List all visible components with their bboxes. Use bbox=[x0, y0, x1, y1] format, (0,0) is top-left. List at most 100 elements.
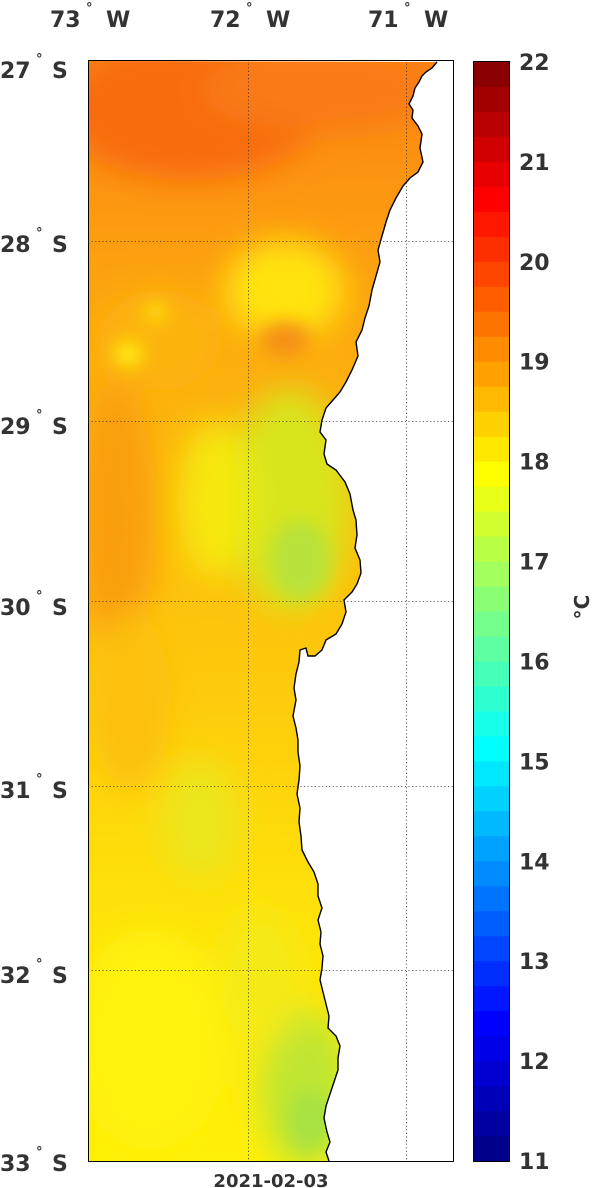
lon-label-72w: 72 ° W bbox=[210, 1, 290, 33]
colorbar-band bbox=[474, 511, 509, 538]
svg-text:°: ° bbox=[86, 1, 93, 16]
svg-text:31: 31 bbox=[0, 779, 31, 804]
latitude-labels: 27 ° S 28 ° S 29 ° S 30 ° S 31 ° S 32 ° S 33 ° S bbox=[0, 52, 68, 1177]
colorbar-band bbox=[474, 611, 509, 638]
colorbar-band bbox=[474, 536, 509, 563]
colorbar-band bbox=[474, 636, 509, 663]
coastline bbox=[292, 61, 438, 1162]
colorbar-tick-label: 11 bbox=[519, 1150, 550, 1175]
colorbar-band bbox=[474, 861, 509, 887]
svg-text:W: W bbox=[106, 8, 130, 33]
colorbar-band bbox=[474, 1086, 509, 1112]
colorbar-bands bbox=[474, 62, 509, 1162]
colorbar-tick-label: 22 bbox=[519, 51, 550, 76]
svg-text:°C: °C bbox=[570, 595, 593, 620]
svg-text:71: 71 bbox=[368, 8, 399, 33]
colorbar-band bbox=[474, 1136, 509, 1162]
date-label: 2021-02-03 bbox=[213, 1171, 328, 1188]
lat-label-29s: 29 ° S bbox=[0, 408, 68, 440]
colorbar-tick-label: 12 bbox=[519, 1050, 550, 1075]
colorbar-band bbox=[474, 361, 509, 388]
colorbar-band bbox=[474, 811, 509, 837]
colorbar-band bbox=[474, 736, 509, 762]
map-frame bbox=[88, 60, 454, 1162]
colorbar-band bbox=[474, 336, 509, 363]
svg-text:°: ° bbox=[36, 408, 43, 423]
colorbar-band bbox=[474, 186, 509, 213]
colorbar-band bbox=[474, 236, 509, 263]
lat-label-28s: 28 ° S bbox=[0, 226, 68, 258]
colorbar-band bbox=[474, 561, 509, 588]
colorbar-tick-label: 14 bbox=[519, 850, 550, 875]
colorbar-band bbox=[474, 936, 509, 962]
svg-text:°: ° bbox=[246, 1, 253, 16]
colorbar-band bbox=[474, 386, 509, 413]
colorbar-band bbox=[474, 436, 509, 463]
svg-text:28: 28 bbox=[0, 233, 31, 258]
colorbar-band bbox=[474, 86, 509, 113]
svg-text:72: 72 bbox=[210, 8, 241, 33]
colorbar-band bbox=[474, 211, 509, 238]
colorbar-unit-label: °C bbox=[570, 595, 593, 620]
svg-text:°: ° bbox=[404, 1, 411, 16]
svg-text:°: ° bbox=[36, 226, 43, 241]
colorbar-band bbox=[474, 661, 509, 688]
svg-text:°: ° bbox=[36, 957, 43, 972]
colorbar: 22 21 20 19 18 17 16 15 14 13 12 11 °C bbox=[473, 51, 593, 1175]
colorbar-tick-label: 18 bbox=[519, 451, 550, 476]
colorbar-band bbox=[474, 286, 509, 313]
colorbar-tick-label: 17 bbox=[519, 551, 550, 576]
lat-label-33s: 33 ° S bbox=[0, 1145, 68, 1177]
colorbar-band bbox=[474, 586, 509, 613]
colorbar-band bbox=[474, 311, 509, 338]
svg-text:S: S bbox=[52, 1152, 68, 1177]
map-gridlines bbox=[88, 60, 454, 1162]
longitude-labels: 73 ° W 72 ° W 71 ° W bbox=[50, 1, 448, 33]
svg-text:73: 73 bbox=[50, 8, 81, 33]
land-mass bbox=[293, 61, 454, 1161]
svg-text:27: 27 bbox=[0, 59, 31, 84]
colorbar-band bbox=[474, 486, 509, 513]
svg-text:°: ° bbox=[36, 52, 43, 67]
lat-label-31s: 31 ° S bbox=[0, 772, 68, 804]
colorbar-frame bbox=[473, 61, 510, 1162]
colorbar-band bbox=[474, 761, 509, 787]
colorbar-band bbox=[474, 1111, 509, 1137]
colorbar-band bbox=[474, 261, 509, 288]
colorbar-band bbox=[474, 786, 509, 812]
colorbar-band bbox=[474, 711, 509, 737]
svg-text:°: ° bbox=[36, 1145, 43, 1160]
colorbar-band bbox=[474, 986, 509, 1012]
svg-text:S: S bbox=[52, 415, 68, 440]
colorbar-band bbox=[474, 886, 509, 912]
svg-text:29: 29 bbox=[0, 415, 31, 440]
colorbar-band bbox=[474, 911, 509, 937]
svg-text:°: ° bbox=[36, 772, 43, 787]
svg-text:°: ° bbox=[36, 589, 43, 604]
colorbar-band bbox=[474, 111, 509, 138]
colorbar-band bbox=[474, 686, 509, 713]
svg-text:S: S bbox=[52, 964, 68, 989]
svg-text:32: 32 bbox=[0, 964, 31, 989]
svg-text:S: S bbox=[52, 233, 68, 258]
colorbar-tick-label: 19 bbox=[519, 351, 550, 376]
colorbar-band bbox=[474, 836, 509, 862]
svg-text:S: S bbox=[52, 59, 68, 84]
colorbar-ticks: 22 21 20 19 18 17 16 15 14 13 12 11 bbox=[519, 51, 550, 1175]
colorbar-band bbox=[474, 411, 509, 438]
lon-label-73w: 73 ° W bbox=[50, 1, 130, 33]
svg-text:S: S bbox=[52, 596, 68, 621]
colorbar-band bbox=[474, 461, 509, 488]
colorbar-band bbox=[474, 1061, 509, 1087]
svg-text:30: 30 bbox=[0, 596, 31, 621]
colorbar-band bbox=[474, 961, 509, 987]
svg-text:W: W bbox=[266, 8, 290, 33]
colorbar-band bbox=[474, 62, 509, 88]
colorbar-tick-label: 20 bbox=[519, 251, 550, 276]
colorbar-tick-label: 15 bbox=[519, 750, 550, 775]
lat-label-27s: 27 ° S bbox=[0, 52, 68, 84]
colorbar-band bbox=[474, 136, 509, 163]
colorbar-tick-label: 13 bbox=[519, 950, 550, 975]
lat-label-32s: 32 ° S bbox=[0, 957, 68, 989]
